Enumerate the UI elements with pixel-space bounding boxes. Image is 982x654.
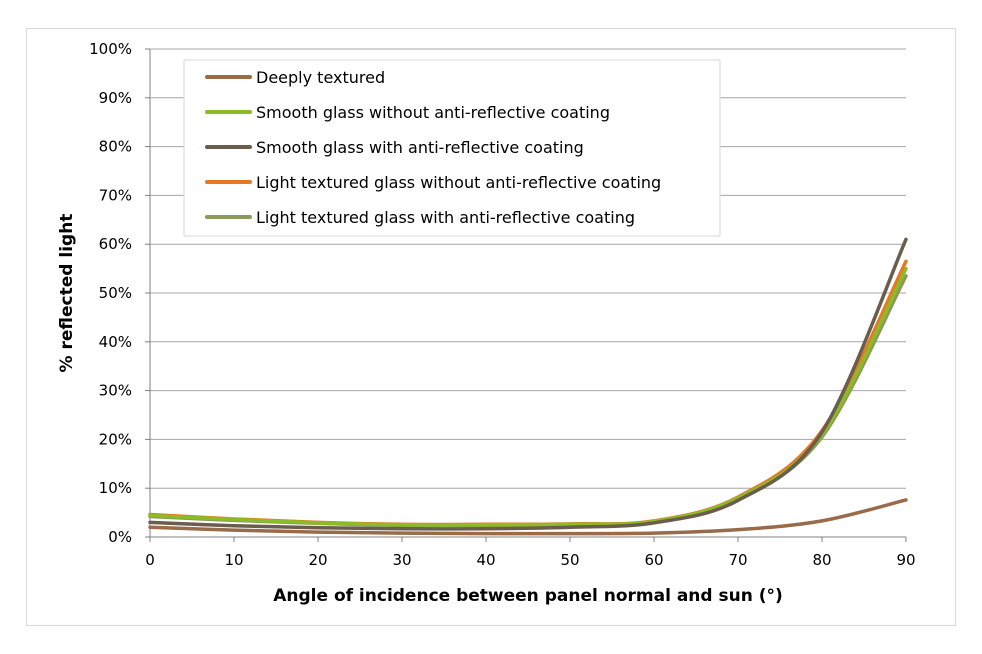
x-tick-label: 30 bbox=[392, 551, 411, 569]
x-tick-label: 10 bbox=[224, 551, 243, 569]
y-tick-label: 30% bbox=[99, 382, 132, 400]
legend-box bbox=[183, 59, 721, 237]
y-tick-label: 80% bbox=[99, 138, 132, 156]
x-tick-label: 0 bbox=[145, 551, 155, 569]
legend: Deeply textured Smooth glass without anti… bbox=[183, 59, 721, 237]
y-tick-label: 0% bbox=[108, 528, 132, 546]
axes bbox=[145, 48, 907, 542]
x-tick-label: 90 bbox=[896, 551, 915, 569]
legend-entry: Deeply textured bbox=[256, 68, 385, 87]
x-tick-labels: 0 10 20 30 40 50 60 70 80 90 bbox=[145, 551, 915, 569]
legend-entry: Light textured glass with anti-reflectiv… bbox=[256, 208, 635, 227]
legend-entry: Smooth glass without anti-reflective coa… bbox=[256, 103, 610, 122]
x-tick-label: 70 bbox=[728, 551, 747, 569]
x-axis-title: Angle of incidence between panel normal … bbox=[273, 586, 783, 606]
series-lines bbox=[148, 237, 908, 536]
x-tick-label: 80 bbox=[812, 551, 831, 569]
y-tick-label: 50% bbox=[99, 284, 132, 302]
y-tick-labels: 0% 10% 20% 30% 40% 50% 60% 70% 80% 90% 100% bbox=[89, 40, 132, 546]
x-tick-label: 40 bbox=[476, 551, 495, 569]
series-line-4 bbox=[148, 259, 908, 527]
legend-entry: Smooth glass with anti-reflective coatin… bbox=[256, 138, 584, 157]
y-axis-title: % reflected light bbox=[57, 214, 77, 373]
legend-entry: Light textured glass without anti-reflec… bbox=[256, 173, 661, 192]
y-tick-label: 60% bbox=[99, 235, 132, 253]
x-tick-label: 50 bbox=[560, 551, 579, 569]
y-tick-label: 90% bbox=[99, 89, 132, 107]
y-tick-label: 100% bbox=[89, 40, 132, 58]
x-tick-label: 20 bbox=[308, 551, 327, 569]
y-tick-label: 40% bbox=[99, 333, 132, 351]
series-line-2 bbox=[148, 266, 908, 527]
x-tick-label: 60 bbox=[644, 551, 663, 569]
series-line-1 bbox=[148, 498, 908, 536]
y-tick-label: 20% bbox=[99, 430, 132, 448]
series-line-3 bbox=[148, 237, 908, 531]
y-tick-label: 10% bbox=[99, 479, 132, 497]
y-tick-label: 70% bbox=[99, 186, 132, 204]
